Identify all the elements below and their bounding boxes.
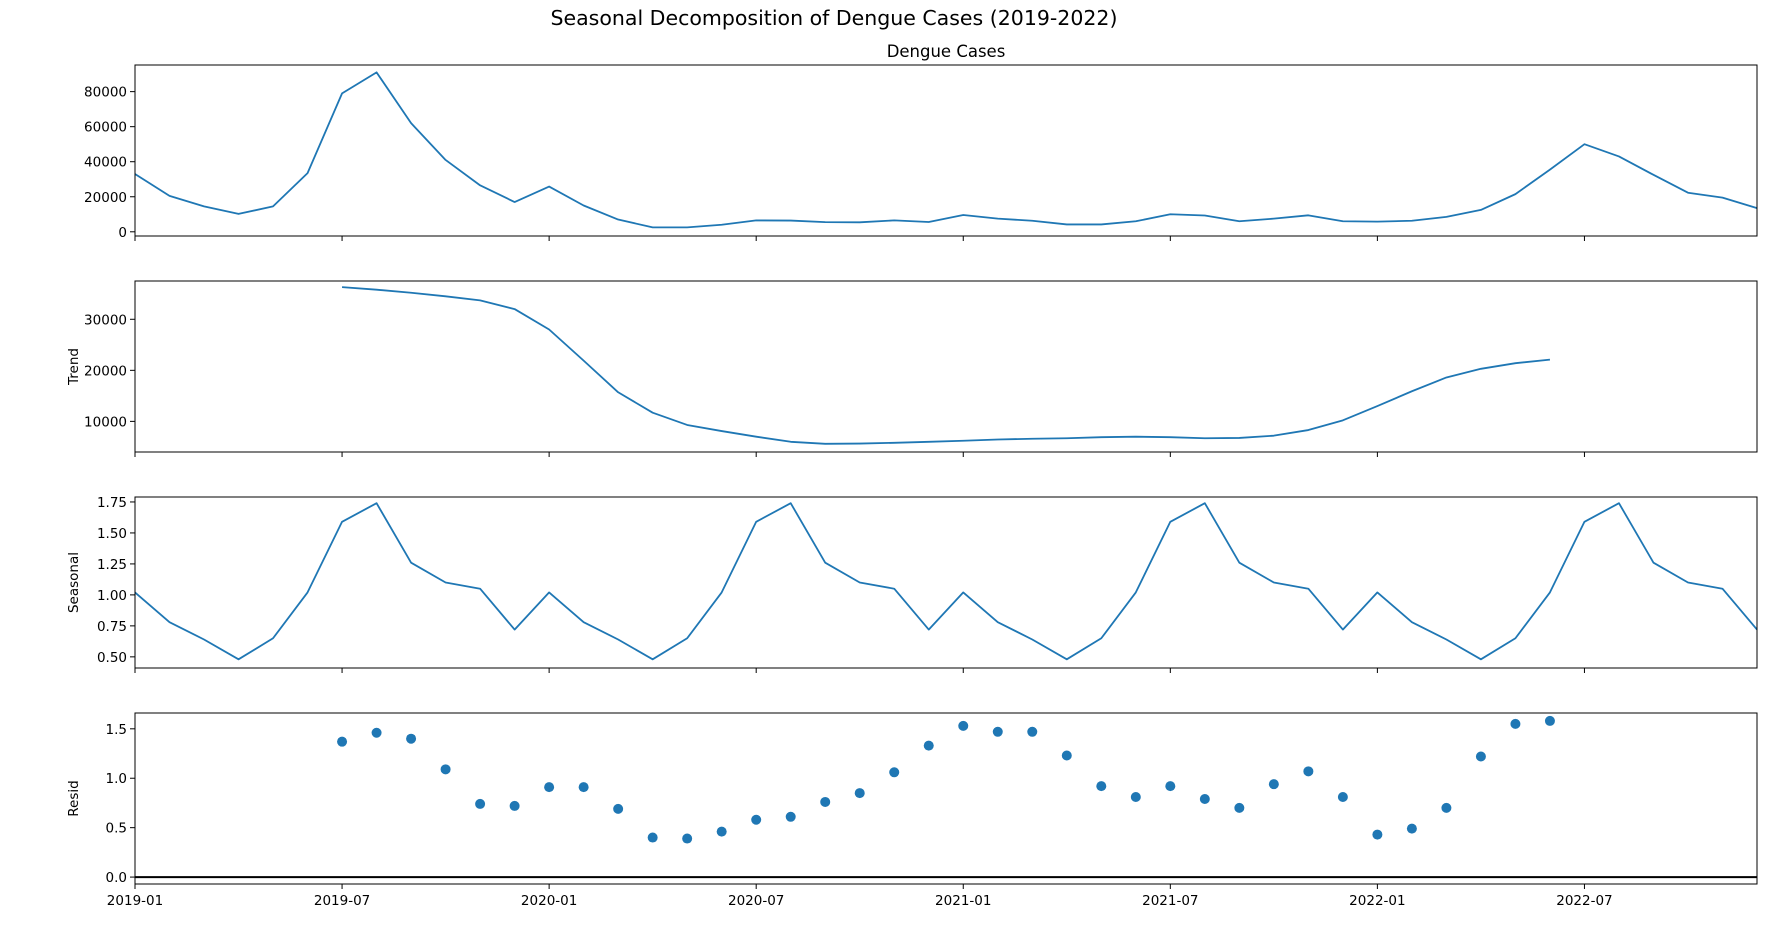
resid-point	[647, 832, 658, 843]
resid-point	[1510, 718, 1521, 729]
resid-point	[1268, 779, 1279, 790]
x-tick-label: 2021-07	[1142, 893, 1198, 909]
panel-frame	[134, 496, 1758, 669]
y-axis-label: Trend	[66, 348, 82, 386]
y-tick-label: 1.25	[97, 557, 127, 573]
y-tick-label: 0.50	[97, 650, 127, 666]
resid-point	[889, 767, 900, 778]
resid-point	[1372, 829, 1383, 840]
panel-frame	[134, 712, 1758, 885]
resid-point	[475, 798, 486, 809]
x-tick-label: 2022-07	[1556, 893, 1612, 909]
figure-title: Seasonal Decomposition of Dengue Cases (…	[551, 6, 1118, 30]
panel-2: Trend 10000 20000 30000	[66, 280, 1758, 457]
panel-1: Dengue Cases 0 20000 40000 60000 80000	[84, 42, 1758, 241]
y-tick-label: 0.75	[97, 619, 127, 635]
resid-point	[1406, 823, 1417, 834]
resid-point	[785, 811, 796, 822]
y-tick-label: 20000	[84, 190, 127, 206]
resid-point	[1027, 726, 1038, 737]
x-tick-label: 2021-01	[935, 893, 991, 909]
y-tick-label: 1.5	[106, 722, 127, 738]
resid-point	[544, 782, 555, 793]
panel-4: Resid 0.0 0.5 1.0 1.5 2019-01 2019-07 2020-01 20…	[66, 712, 1758, 909]
y-tick-label: 80000	[84, 85, 127, 101]
resid-point	[578, 782, 589, 793]
resid-point	[1234, 802, 1245, 813]
y-axis-label: Resid	[66, 780, 82, 816]
resid-point	[992, 726, 1003, 737]
resid-point	[1337, 792, 1348, 803]
resid-point	[1096, 781, 1107, 792]
resid-point	[509, 800, 520, 811]
resid-point	[682, 833, 693, 844]
y-axis-label: Seasonal	[66, 552, 82, 613]
panel-title: Dengue Cases	[887, 42, 1006, 61]
y-tick-label: 0	[118, 225, 127, 241]
y-tick-label: 40000	[84, 155, 127, 171]
resid-point	[751, 814, 762, 825]
panel-3: Seasonal 0.50 0.75 1.00 1.25 1.50 1.75	[66, 495, 1758, 673]
y-tick-label: 20000	[84, 363, 127, 379]
x-tick-label: 2019-07	[314, 893, 370, 909]
y-tick-label: 0.5	[106, 821, 127, 837]
resid-point	[1199, 793, 1210, 804]
panel-frame	[134, 64, 1758, 237]
resid-point	[1544, 715, 1555, 726]
resid-point	[716, 826, 727, 837]
x-tick-label: 2019-01	[107, 893, 163, 909]
resid-point	[958, 720, 969, 731]
resid-point	[406, 733, 417, 744]
resid-point	[1475, 751, 1486, 762]
series-line	[134, 502, 1758, 661]
y-tick-label: 1.00	[97, 588, 127, 604]
resid-point	[854, 788, 865, 799]
x-tick-label: 2020-01	[521, 893, 577, 909]
x-tick-label: 2022-01	[1349, 893, 1405, 909]
y-tick-label: 10000	[84, 414, 127, 430]
resid-point	[1130, 792, 1141, 803]
y-tick-label: 60000	[84, 120, 127, 136]
series-line	[134, 71, 1758, 229]
resid-point	[1441, 802, 1452, 813]
y-tick-label: 1.0	[106, 771, 127, 787]
resid-point	[1061, 750, 1072, 761]
resid-point	[1165, 781, 1176, 792]
series-line	[341, 286, 1551, 445]
y-tick-label: 0.0	[106, 870, 127, 886]
y-tick-label: 1.50	[97, 526, 127, 542]
y-tick-label: 1.75	[97, 495, 127, 511]
resid-point	[613, 803, 624, 814]
resid-point	[1303, 766, 1314, 777]
x-tick-label: 2020-07	[728, 893, 784, 909]
panel-frame	[134, 280, 1758, 453]
resid-point	[337, 736, 348, 747]
panels-group: Dengue Cases 0 20000 40000 60000 80000 Trend 10…	[66, 42, 1758, 909]
resid-point	[371, 727, 382, 738]
resid-point	[440, 764, 451, 775]
resid-point	[820, 796, 831, 807]
y-tick-label: 30000	[84, 312, 127, 328]
resid-point	[923, 740, 934, 751]
